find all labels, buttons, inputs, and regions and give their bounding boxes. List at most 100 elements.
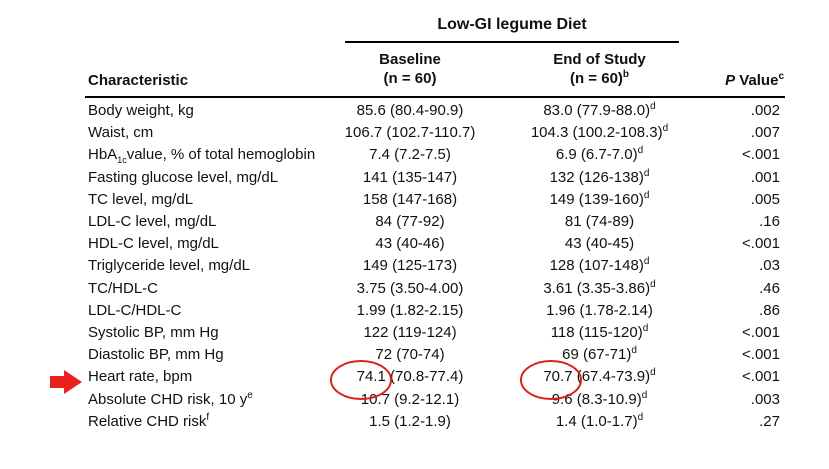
pvalue-header: P Valuec (700, 71, 784, 90)
end-header-n: (n = 60)b (512, 69, 687, 88)
row-characteristic: LDL-C/HDL-C (88, 301, 181, 321)
row-characteristic: Waist, cm (88, 123, 153, 143)
end-sup: d (631, 345, 637, 357)
row-end: 6.9 (6.7-7.0)d (512, 145, 687, 165)
row-baseline: 1.5 (1.2-1.9) (369, 412, 451, 430)
end-value: 6.9 (6.7-7.0) (555, 146, 638, 164)
end-value: 104.3 (100.2-108.3) (530, 124, 663, 142)
end-value: 1.96 (1.78-2.14) (546, 301, 653, 319)
row-end: 3.61 (3.35-3.86)d (512, 279, 687, 299)
row-characteristic: TC/HDL-C (88, 279, 158, 299)
end-header-n-sup: b (622, 69, 630, 80)
baseline-header-title: Baseline (379, 51, 441, 68)
end-value: 118 (115-120) (550, 324, 643, 341)
char-text: LDL-C/HDL-C (88, 301, 182, 319)
header-rule (85, 96, 785, 98)
row-characteristic: HDL-C level, mg/dL (88, 234, 219, 254)
arrow-icon (50, 370, 82, 394)
end-value: 3.61 (3.35-3.86) (543, 279, 651, 297)
row-characteristic: Heart rate, bpm (88, 367, 192, 387)
row-end: 149 (139-160)d (512, 190, 687, 210)
row-baseline: 158 (147-168) (362, 190, 458, 208)
pvalue-header-sup: c (778, 71, 784, 82)
baseline-header-n: (n = 60) (383, 70, 437, 87)
char-text: Relative CHD risk (88, 412, 207, 430)
row-end: 1.4 (1.0-1.7)d (512, 412, 687, 432)
row-pvalue: .001 (750, 168, 780, 186)
end-sup: d (642, 323, 649, 334)
char-prefix: HbA (88, 146, 118, 164)
char-text: Triglyceride level, mg/dL (88, 257, 251, 275)
row-baseline: 106.7 (102.7-110.7) (344, 124, 476, 142)
end-value: 81 (74-89) (564, 213, 635, 230)
end-sup: d (643, 189, 650, 201)
end-value: 1.4 (1.0-1.7) (555, 412, 638, 430)
end-sup: d (650, 367, 656, 379)
group-header-rule (345, 41, 679, 43)
row-characteristic: LDL-C level, mg/dL (88, 212, 216, 232)
char-text: Absolute CHD risk, 10 y (88, 390, 248, 408)
row-characteristic: Body weight, kg (88, 101, 194, 121)
char-text: Waist, cm (88, 124, 154, 142)
row-pvalue: <.001 (742, 146, 780, 164)
row-end: 104.3 (100.2-108.3)d (512, 123, 687, 143)
char-text: Fasting glucose level, mg/dL (88, 168, 279, 186)
char-text: LDL-C level, mg/dL (88, 213, 217, 230)
row-end: 43 (40-45) (512, 234, 687, 254)
end-value: 69 (67-71) (562, 346, 632, 364)
row-pvalue: .86 (759, 301, 780, 319)
row-baseline: 141 (135-147) (362, 168, 458, 186)
end-sup: d (643, 167, 650, 179)
end-sup: d (637, 145, 644, 157)
row-baseline: 149 (125-173) (362, 257, 458, 275)
char-sup: f (206, 411, 210, 423)
baseline-header: Baseline (n = 60) (330, 50, 490, 88)
row-baseline: 10.7 (9.2-12.1) (360, 390, 460, 408)
row-end: 69 (67-71)d (512, 345, 687, 365)
char-sup: e (247, 389, 253, 401)
row-pvalue: .46 (759, 279, 780, 297)
row-pvalue: .002 (750, 102, 780, 119)
char-text: HDL-C level, mg/dL (88, 235, 219, 253)
end-sup: d (662, 123, 669, 135)
end-sup: d (643, 256, 650, 268)
end-sup: d (637, 411, 644, 423)
row-end: 70.7 (67.4-73.9)d (512, 367, 687, 387)
row-pvalue: .003 (750, 390, 780, 408)
row-baseline: 43 (40-46) (375, 235, 445, 253)
end-value: 9.6 (8.3-10.9) (551, 390, 642, 408)
char-text: value, % of total hemoglobin (126, 146, 316, 164)
end-sup: d (641, 389, 648, 401)
row-characteristic: Relative CHD riskf (88, 412, 209, 432)
row-characteristic: HbA1cvalue, % of total hemoglobin (88, 145, 315, 165)
row-pvalue: <.001 (742, 346, 780, 364)
end-header-n-text: (n = 60) (569, 70, 623, 87)
row-characteristic: Triglyceride level, mg/dL (88, 256, 250, 276)
row-baseline: 7.4 (7.2-7.5) (369, 146, 451, 164)
char-text: Diastolic BP, mm Hg (88, 346, 224, 364)
row-end: 83.0 (77.9-88.0)d (512, 101, 687, 121)
row-end: 132 (126-138)d (512, 168, 687, 188)
end-value: 132 (126-138) (549, 168, 644, 186)
row-characteristic: Absolute CHD risk, 10 ye (88, 390, 253, 410)
char-subscript: 1c (117, 155, 127, 166)
row-characteristic: Diastolic BP, mm Hg (88, 345, 224, 365)
row-pvalue: .005 (750, 190, 780, 208)
row-end: 81 (74-89) (512, 212, 687, 232)
end-sup: d (650, 278, 656, 290)
row-pvalue: .007 (750, 124, 780, 142)
pvalue-header-label: Value (735, 72, 779, 89)
row-baseline: 85.6 (80.4-90.9) (356, 102, 464, 119)
char-text: Heart rate, bpm (88, 368, 193, 386)
end-value: 149 (139-160) (549, 190, 644, 208)
row-end: 128 (107-148)d (512, 256, 687, 276)
row-characteristic: Fasting glucose level, mg/dL (88, 168, 278, 188)
end-header: End of Study (n = 60)b (512, 50, 687, 88)
char-text: TC/HDL-C (88, 279, 158, 297)
end-value: 70.7 (67.4-73.9) (543, 368, 651, 386)
char-text: TC level, mg/dL (88, 190, 194, 208)
group-header: Low-GI legume Diet (437, 16, 587, 33)
row-baseline: 122 (119-124) (363, 324, 457, 341)
row-baseline: 72 (70-74) (375, 346, 445, 364)
characteristic-header: Characteristic (88, 72, 189, 89)
